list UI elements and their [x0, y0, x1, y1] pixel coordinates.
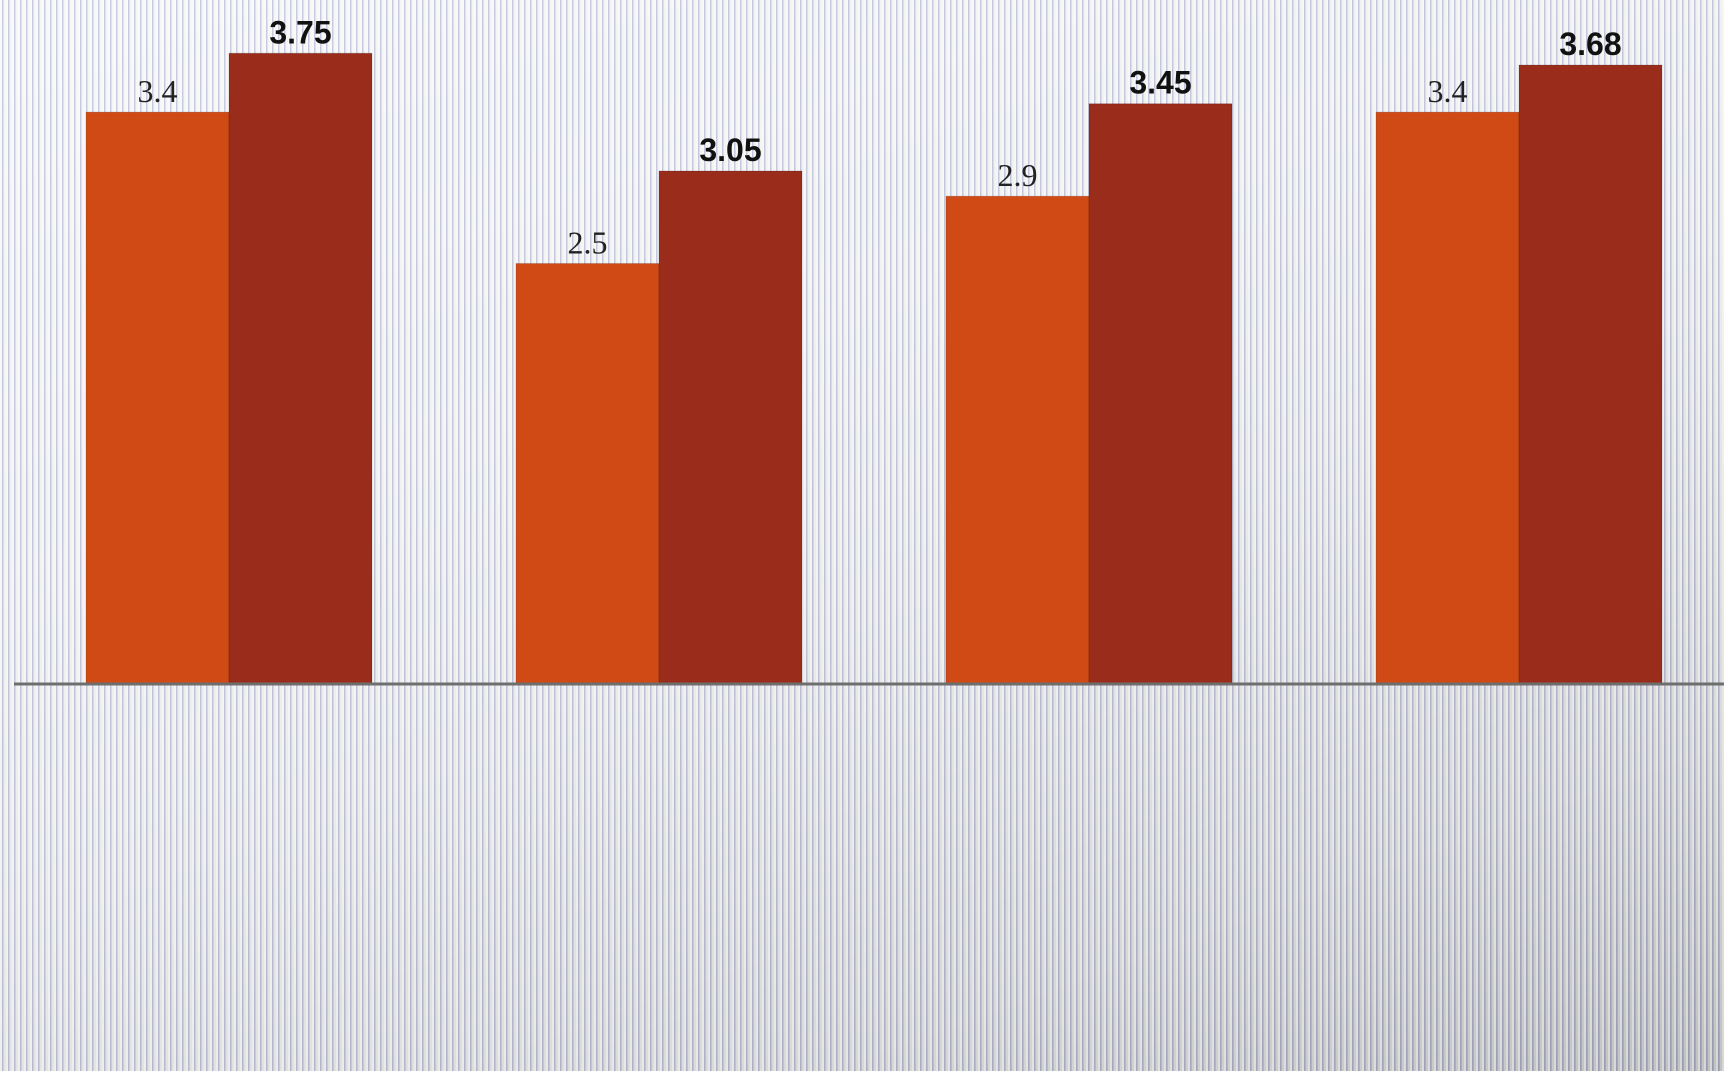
bar	[1088, 103, 1233, 685]
bar	[228, 52, 373, 685]
bar	[1375, 111, 1520, 685]
data-label: 3.75	[269, 14, 331, 50]
bar	[1518, 64, 1663, 685]
data-label: 2.9	[998, 157, 1038, 193]
data-label: 3.45	[1129, 65, 1191, 101]
data-label: 2.5	[568, 225, 608, 261]
bar	[658, 170, 803, 685]
data-label: 3.4	[138, 73, 178, 109]
data-label: 3.05	[699, 132, 761, 168]
data-label: 3.68	[1559, 26, 1621, 62]
bar	[515, 263, 660, 685]
bar	[85, 111, 230, 685]
data-label: 3.4	[1428, 73, 1468, 109]
bar	[945, 195, 1090, 685]
